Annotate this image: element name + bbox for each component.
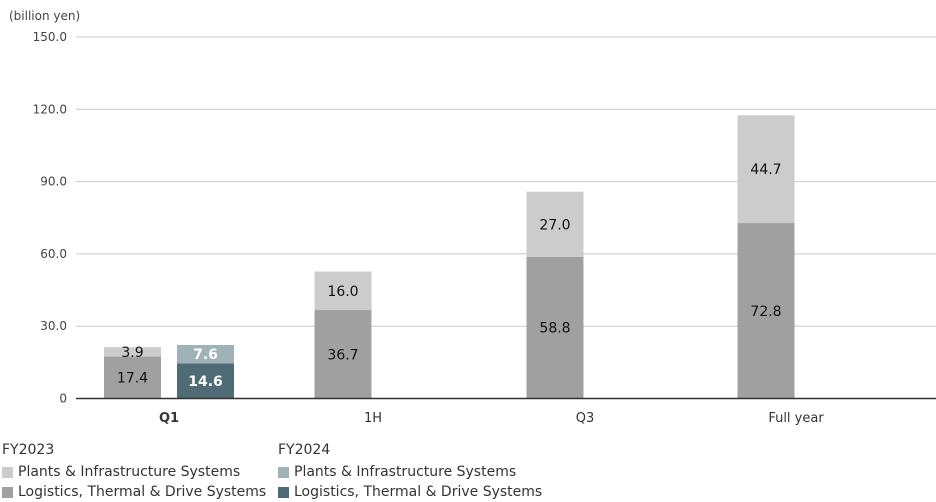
bar-segment <box>737 115 795 224</box>
bar-segment <box>314 310 372 399</box>
stacked-bar-chart: 0 30.0 60.0 90.0 120.0 150.0 17.4 3.9 14.6 7.6 Q1 3… <box>33 30 936 426</box>
data-label: 3.9 <box>121 345 143 361</box>
data-label: 27.0 <box>539 217 570 233</box>
bar-segment <box>104 356 161 399</box>
legend-item: Plants & Infrastructure Systems <box>2 462 266 482</box>
y-tick-label: 30.0 <box>40 319 67 333</box>
legend-fy2023: FY2023 Plants & Infrastructure Systems L… <box>2 440 266 502</box>
legend-item: Logistics, Thermal & Drive Systems <box>278 482 542 502</box>
data-label: 7.6 <box>193 347 218 363</box>
y-axis-unit-label: (billion yen) <box>9 9 81 23</box>
data-label: 36.7 <box>327 347 358 363</box>
data-label: 16.0 <box>327 284 358 300</box>
legend-swatch <box>278 486 289 498</box>
legend-swatch <box>278 466 289 478</box>
legend-swatch <box>2 486 13 498</box>
data-label: 44.7 <box>750 162 781 178</box>
data-label: 14.6 <box>188 374 223 390</box>
bar-segment <box>526 191 584 257</box>
data-label: 17.4 <box>117 371 148 387</box>
data-label: 72.8 <box>750 304 781 320</box>
legend-fy2024-title: FY2024 <box>278 442 331 458</box>
y-tick-label: 90.0 <box>40 175 67 189</box>
bar-segment <box>314 271 372 311</box>
y-tick-label: 0 <box>59 392 67 406</box>
legend-item: Plants & Infrastructure Systems <box>278 462 542 482</box>
bar-segment <box>177 363 234 399</box>
bar-segment <box>104 347 161 357</box>
legend-label: Plants & Infrastructure Systems <box>18 464 241 480</box>
x-tick-label: Full year <box>768 411 824 426</box>
y-tick-label: 60.0 <box>40 247 67 261</box>
legend-swatch <box>2 466 13 478</box>
y-tick-label: 120.0 <box>33 102 67 116</box>
x-tick-label: Q1 <box>159 411 179 426</box>
bar-segment <box>737 223 795 399</box>
data-label: 58.8 <box>539 321 570 337</box>
y-tick-label: 150.0 <box>33 30 67 44</box>
x-tick-label: Q3 <box>576 411 595 426</box>
legend-label: Plants & Infrastructure Systems <box>294 464 517 480</box>
legend-item: Logistics, Thermal & Drive Systems <box>2 482 266 502</box>
bar-segment <box>526 256 584 399</box>
legend-fy2024: FY2024 Plants & Infrastructure Systems L… <box>278 440 542 502</box>
bar-segment <box>177 344 234 364</box>
legend-label: Logistics, Thermal & Drive Systems <box>294 484 543 500</box>
legend-fy2023-title: FY2023 <box>2 442 55 458</box>
legend-label: Logistics, Thermal & Drive Systems <box>18 484 267 500</box>
x-tick-label: 1H <box>364 411 382 426</box>
